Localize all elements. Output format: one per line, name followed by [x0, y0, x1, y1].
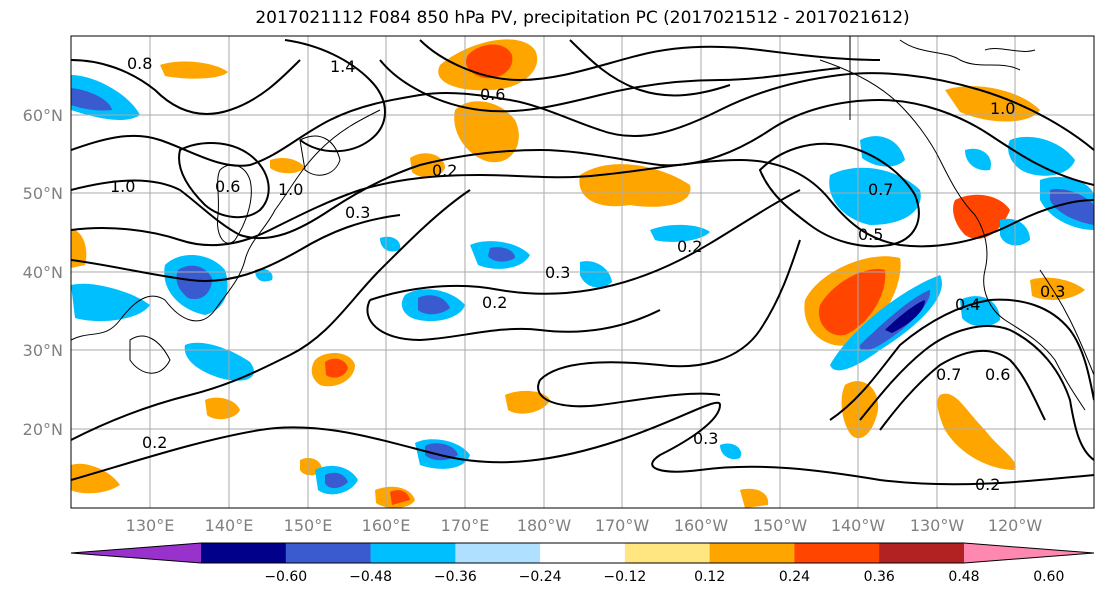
lon-label: 160°W [674, 516, 729, 535]
contour-label: 0.2 [677, 237, 702, 256]
colorbar-outline [70, 542, 1095, 564]
colorbar: −0.60 −0.48 −0.36 −0.24 −0.12 0.12 0.24 0.36 0.4… [70, 542, 1095, 585]
lon-label: 120°W [988, 516, 1043, 535]
contour-label: 0.2 [975, 475, 1000, 494]
map-frame [70, 35, 1095, 509]
colorbar-extend-max [964, 543, 1094, 563]
contour-label: 0.3 [1040, 282, 1065, 301]
colorbar-tick-label: −0.60 [264, 569, 307, 585]
lon-label: 130°W [910, 516, 965, 535]
lat-label: 30°N [23, 341, 63, 360]
colorbar-tick-label: 0.24 [779, 569, 810, 585]
colorbar-tick-label: 0.48 [948, 569, 979, 585]
colorbar-segment [285, 543, 372, 563]
contour-label: 0.4 [955, 295, 980, 314]
pv-contours [71, 39, 1094, 486]
colorbar-tick-label: −0.36 [434, 569, 477, 585]
colorbar-extend-min [71, 543, 201, 563]
lat-label: 60°N [23, 106, 63, 125]
contour-label: 0.2 [482, 293, 507, 312]
lon-label: 140°E [205, 516, 254, 535]
contour-label: 0.8 [127, 54, 152, 73]
contour-label: 0.3 [345, 203, 370, 222]
map-title: 2017021112 F084 850 hPa PV, precipitatio… [255, 8, 910, 28]
contour-label: 1.0 [110, 177, 135, 196]
contour-label: 0.2 [142, 433, 167, 452]
lat-label: 20°N [23, 420, 63, 439]
lon-label: 150°W [753, 516, 808, 535]
colorbar-tick-label: 0.36 [864, 569, 895, 585]
contour-label: 1.0 [990, 99, 1015, 118]
colorbar-tick-label: −0.48 [349, 569, 392, 585]
contour-label: 1.4 [330, 57, 355, 76]
contour-label: 1.0 [278, 180, 303, 199]
contour-label: 0.3 [545, 263, 570, 282]
lon-label: 150°E [284, 516, 333, 535]
colorbar-segment [879, 543, 965, 563]
latitude-labels: 60°N 50°N 40°N 30°N 20°N [23, 106, 63, 439]
contour-label: 0.2 [432, 161, 457, 180]
colorbar-segment [540, 543, 626, 563]
contour-label: 0.5 [858, 225, 883, 244]
colorbar-tick-label: 0.60 [1033, 569, 1064, 585]
lon-label: 170°E [441, 516, 490, 535]
contour-label: 0.7 [868, 180, 893, 199]
colorbar-tick-label: −0.24 [519, 569, 562, 585]
longitude-labels: 130°E 140°E 150°E 160°E 170°E 180°W 170°… [126, 516, 1043, 535]
contour-label: 0.6 [215, 177, 240, 196]
colorbar-segment [794, 543, 880, 563]
lon-label: 160°E [362, 516, 411, 535]
contour-label: 0.6 [985, 365, 1010, 384]
lon-label: 140°W [831, 516, 886, 535]
colorbar-tick-label: 0.12 [694, 569, 725, 585]
contour-label: 0.3 [693, 429, 718, 448]
contour-label: 0.7 [936, 365, 961, 384]
colorbar-tick-label: −0.12 [603, 569, 646, 585]
lon-label: 180°W [517, 516, 572, 535]
colorbar-segment [370, 543, 456, 563]
lat-label: 40°N [23, 263, 63, 282]
lon-label: 170°W [595, 516, 650, 535]
lat-label: 50°N [23, 184, 63, 203]
colorbar-segment [709, 543, 795, 563]
colorbar-segment [201, 543, 287, 563]
coastlines [71, 36, 1094, 411]
colorbar-segment [624, 543, 711, 563]
colorbar-segment [455, 543, 541, 563]
contour-label: 0.6 [480, 85, 505, 104]
contour-label-group: 0.8 1.0 1.4 0.6 0.2 0.3 0.2 0.2 0.3 0.2 … [110, 54, 1065, 494]
lon-label: 130°E [126, 516, 175, 535]
